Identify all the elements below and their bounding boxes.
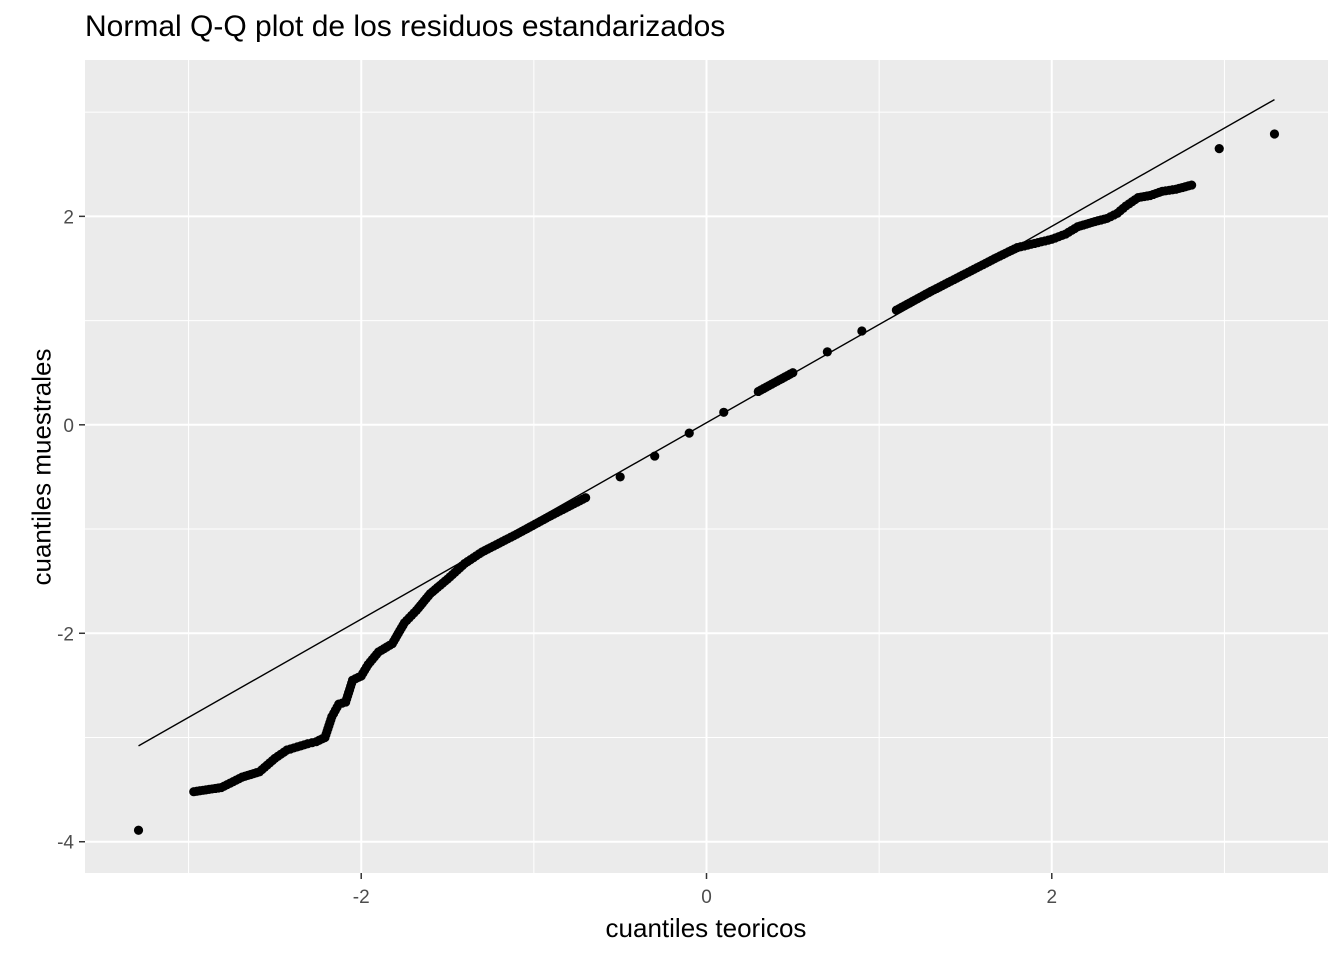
data-point bbox=[615, 472, 625, 482]
y-axis-ticks: -4 -2 0 2 bbox=[57, 207, 85, 854]
grid-major bbox=[85, 60, 1328, 873]
data-point bbox=[1187, 180, 1197, 190]
x-tick-label: -2 bbox=[353, 887, 370, 908]
data-point bbox=[719, 407, 729, 417]
x-tick-label: 0 bbox=[701, 887, 712, 908]
y-tick-label: 0 bbox=[63, 416, 74, 437]
data-points bbox=[133, 129, 1280, 835]
chart-title: Normal Q-Q plot de los residuos estandar… bbox=[85, 10, 726, 43]
data-point bbox=[581, 493, 591, 503]
reference-line bbox=[138, 98, 1275, 747]
y-tick-label: -4 bbox=[57, 833, 74, 854]
y-tick-label: 2 bbox=[63, 207, 74, 228]
data-point bbox=[650, 451, 660, 461]
x-axis-ticks: -2 0 2 bbox=[353, 873, 1057, 908]
data-point bbox=[822, 347, 832, 357]
y-tick-label: -2 bbox=[57, 624, 74, 645]
data-point bbox=[133, 825, 144, 835]
data-point bbox=[1214, 143, 1224, 154]
x-tick-label: 2 bbox=[1046, 887, 1057, 908]
y-axis-label: cuantiles muestrales bbox=[26, 348, 57, 586]
data-point bbox=[1269, 129, 1280, 139]
data-point bbox=[684, 428, 694, 438]
data-point bbox=[857, 326, 867, 336]
data-point bbox=[788, 368, 798, 378]
x-axis-label: cuantiles teoricos bbox=[605, 913, 807, 943]
